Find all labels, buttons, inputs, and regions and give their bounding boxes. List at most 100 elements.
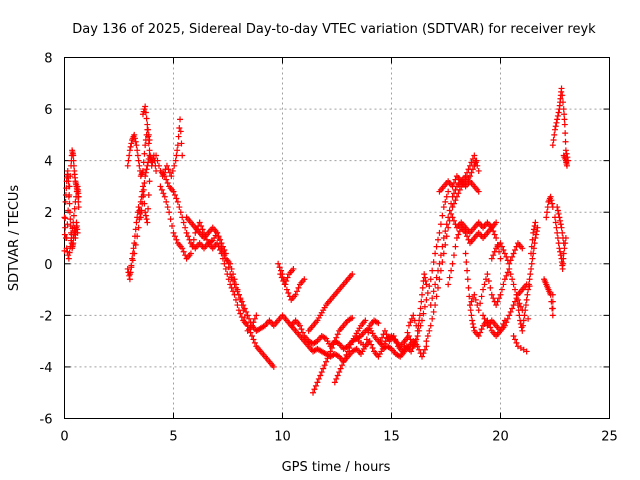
data-point-marker: [131, 131, 138, 138]
y-tick-label: 2: [44, 206, 52, 221]
axis-tick-labels: 0 5 10 15 20 25 -6 -4 -2 0 2 4 6 8: [40, 52, 618, 445]
data-point-marker: [528, 260, 535, 267]
data-point-marker: [528, 243, 535, 250]
data-point-marker: [190, 236, 197, 243]
data-point-marker: [392, 336, 399, 343]
data-point-marker: [501, 322, 508, 329]
data-point-marker: [137, 207, 144, 214]
data-point-marker: [219, 255, 226, 262]
data-point-marker: [157, 183, 164, 190]
data-point-marker: [549, 305, 556, 312]
data-point-marker: [64, 221, 71, 228]
data-point-marker: [423, 281, 430, 288]
data-point-marker: [419, 291, 426, 298]
data-point-marker: [437, 252, 444, 259]
data-point-marker: [141, 179, 148, 186]
data-point-marker: [189, 243, 196, 250]
data-point-marker: [525, 315, 532, 322]
data-point-marker: [448, 210, 455, 217]
data-point-marker: [543, 214, 550, 221]
data-point-marker: [445, 281, 452, 288]
data-point-marker: [251, 339, 258, 346]
data-point-marker: [436, 260, 443, 267]
data-point-marker: [452, 197, 459, 204]
data-point-marker: [292, 291, 299, 298]
data-point-marker: [526, 283, 533, 290]
data-point-marker: [219, 243, 226, 250]
data-point-marker: [507, 257, 514, 264]
data-point-marker: [448, 200, 455, 207]
data-point-marker: [429, 267, 436, 274]
data-point-marker: [503, 319, 510, 326]
data-point-marker: [510, 332, 517, 339]
data-point-marker: [491, 248, 498, 255]
data-point-marker: [549, 312, 556, 319]
data-point-marker: [465, 166, 472, 173]
data-point-marker: [493, 235, 500, 241]
x-tick-label: 20: [492, 430, 509, 445]
data-point-marker: [530, 229, 537, 236]
data-point-marker: [214, 229, 221, 236]
data-point-marker: [75, 204, 82, 211]
data-point-marker: [421, 271, 428, 278]
data-point-marker: [136, 216, 143, 223]
data-point-marker: [465, 284, 472, 291]
data-point-marker: [234, 288, 241, 295]
data-point-marker: [331, 338, 338, 345]
data-point-marker: [440, 204, 447, 211]
data-point-marker: [341, 355, 348, 362]
data-point-marker: [171, 162, 178, 169]
data-point-marker: [429, 295, 436, 302]
data-point-marker: [561, 116, 568, 123]
data-point-marker: [128, 140, 135, 147]
data-point-marker: [224, 257, 231, 264]
data-point-marker: [519, 327, 526, 334]
data-point-marker: [253, 312, 260, 319]
data-point-marker: [490, 295, 497, 302]
data-point-marker: [556, 214, 563, 221]
data-point-marker: [179, 152, 186, 159]
data-point-marker: [144, 219, 151, 226]
data-point-marker: [435, 267, 442, 274]
data-point-marker: [66, 200, 73, 207]
data-point-marker: [503, 253, 510, 260]
data-point-marker: [362, 317, 369, 324]
data-point-marker: [124, 162, 131, 169]
data-point-marker: [196, 219, 203, 226]
data-point-marker: [296, 322, 303, 329]
data-point-marker: [275, 260, 282, 267]
data-point-marker: [142, 109, 149, 116]
data-point-marker: [171, 233, 178, 240]
data-point-marker: [494, 298, 501, 305]
chart-title: Day 136 of 2025, Sidereal Day-to-day VTE…: [72, 22, 596, 37]
data-point-marker: [443, 193, 450, 200]
data-point-marker: [512, 336, 519, 343]
data-point-marker: [524, 291, 531, 298]
data-point-marker: [520, 322, 527, 329]
data-point-marker: [558, 85, 565, 92]
data-point-marker: [549, 200, 556, 207]
data-point-marker: [490, 252, 497, 259]
data-point-marker: [153, 152, 160, 159]
data-point-marker: [321, 362, 328, 369]
data-point-marker: [146, 178, 153, 185]
data-point-marker: [416, 317, 423, 324]
data-point-marker: [520, 317, 527, 324]
data-point-marker: [70, 162, 77, 169]
data-point-marker: [390, 332, 397, 339]
data-point-marker: [132, 241, 139, 248]
data-point-marker: [422, 277, 429, 284]
data-point-marker: [415, 322, 422, 329]
data-point-marker: [68, 231, 75, 238]
data-point-marker: [339, 362, 346, 369]
data-point-marker: [421, 303, 428, 310]
data-point-marker: [560, 240, 567, 247]
data-point-marker: [141, 200, 148, 207]
data-point-marker: [222, 250, 229, 257]
data-point-marker: [158, 186, 165, 193]
data-point-marker: [65, 193, 72, 200]
data-point-marker: [320, 365, 327, 372]
data-point-marker: [452, 243, 459, 250]
data-point-marker: [498, 243, 505, 250]
data-point-marker: [142, 173, 149, 180]
